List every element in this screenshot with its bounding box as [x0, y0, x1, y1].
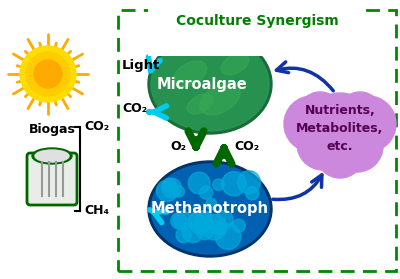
- Circle shape: [196, 222, 214, 240]
- Text: Coculture Synergism: Coculture Synergism: [176, 14, 338, 28]
- Text: Nutrients,
Metabolites,
etc.: Nutrients, Metabolites, etc.: [296, 105, 384, 153]
- Text: CO₂: CO₂: [234, 140, 259, 153]
- Text: Microalgae: Microalgae: [157, 76, 247, 92]
- Ellipse shape: [148, 161, 272, 257]
- Circle shape: [156, 180, 178, 201]
- Circle shape: [232, 219, 245, 232]
- Ellipse shape: [32, 148, 72, 164]
- Ellipse shape: [151, 37, 269, 131]
- Circle shape: [171, 213, 187, 229]
- Circle shape: [297, 118, 349, 170]
- Circle shape: [182, 222, 204, 243]
- Circle shape: [222, 172, 246, 196]
- Circle shape: [338, 92, 382, 136]
- Circle shape: [316, 130, 364, 178]
- Text: CO₂: CO₂: [122, 102, 147, 114]
- Circle shape: [173, 211, 192, 229]
- Circle shape: [212, 223, 225, 235]
- Text: Methanotroph: Methanotroph: [151, 201, 269, 217]
- Circle shape: [194, 211, 214, 231]
- Circle shape: [200, 186, 213, 199]
- Circle shape: [214, 222, 225, 234]
- Circle shape: [340, 96, 396, 152]
- Circle shape: [215, 211, 233, 229]
- Circle shape: [188, 212, 207, 231]
- Circle shape: [246, 187, 259, 200]
- Circle shape: [189, 211, 212, 234]
- Text: CO₂: CO₂: [84, 119, 109, 133]
- Circle shape: [298, 92, 342, 136]
- Circle shape: [206, 198, 217, 209]
- Circle shape: [238, 171, 260, 194]
- Circle shape: [331, 120, 383, 172]
- Ellipse shape: [35, 150, 69, 162]
- Circle shape: [173, 186, 184, 197]
- Text: Light: Light: [122, 59, 160, 73]
- Circle shape: [162, 178, 182, 198]
- Circle shape: [201, 214, 227, 240]
- Ellipse shape: [200, 83, 240, 115]
- Ellipse shape: [187, 94, 213, 114]
- Circle shape: [215, 224, 241, 249]
- Ellipse shape: [221, 53, 249, 75]
- Circle shape: [162, 178, 177, 193]
- Circle shape: [176, 228, 191, 243]
- Circle shape: [188, 172, 210, 194]
- Ellipse shape: [151, 164, 269, 254]
- Circle shape: [302, 93, 378, 169]
- FancyBboxPatch shape: [27, 153, 77, 205]
- Text: CH₄: CH₄: [84, 203, 109, 217]
- Circle shape: [20, 46, 76, 102]
- Circle shape: [34, 60, 62, 88]
- Ellipse shape: [174, 61, 206, 87]
- Circle shape: [213, 179, 224, 190]
- Text: Biogas: Biogas: [28, 123, 76, 136]
- Ellipse shape: [148, 34, 272, 134]
- Circle shape: [284, 96, 340, 152]
- Text: O₂: O₂: [170, 140, 186, 153]
- Circle shape: [26, 52, 70, 96]
